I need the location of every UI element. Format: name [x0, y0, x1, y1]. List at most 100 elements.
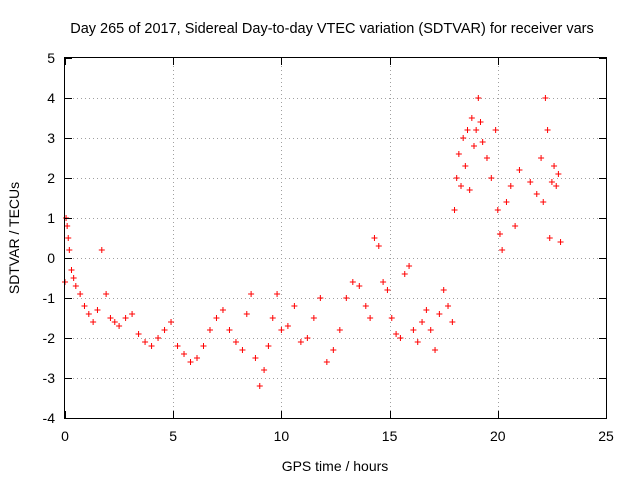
data-point — [68, 267, 75, 273]
data-point — [122, 315, 129, 321]
data-point — [72, 283, 79, 289]
data-point — [256, 383, 263, 389]
grid-layer — [65, 58, 606, 418]
y-tick-label: 2 — [47, 170, 55, 186]
data-point — [548, 179, 555, 185]
data-point — [388, 315, 395, 321]
x-tick-label: 5 — [169, 428, 177, 444]
data-point — [219, 307, 226, 313]
x-tick-labels: 0 5 10 15 20 25 — [61, 428, 614, 444]
data-point — [94, 307, 101, 313]
data-point — [356, 283, 363, 289]
marks-layer — [62, 95, 564, 389]
data-point — [544, 127, 551, 133]
data-point — [64, 223, 71, 229]
y-tick-label: 5 — [47, 50, 55, 66]
data-point — [116, 323, 123, 329]
x-tick-label: 10 — [274, 428, 290, 444]
data-point — [455, 151, 462, 157]
data-point — [148, 343, 155, 349]
data-point — [77, 291, 84, 297]
y-tick-label: -1 — [43, 290, 56, 306]
data-point — [419, 319, 426, 325]
data-point — [248, 291, 255, 297]
data-point — [458, 183, 465, 189]
data-point — [479, 139, 486, 145]
data-point — [304, 335, 311, 341]
data-point — [142, 339, 149, 345]
data-point — [239, 347, 246, 353]
data-point — [65, 235, 72, 241]
y-tick-label: 4 — [47, 90, 55, 106]
data-point — [135, 331, 142, 337]
y-tick-label: -3 — [43, 370, 56, 386]
data-point — [460, 135, 467, 141]
data-point — [496, 231, 503, 237]
data-point — [406, 263, 413, 269]
data-point — [181, 351, 188, 357]
data-point — [488, 175, 495, 181]
data-point — [187, 359, 194, 365]
data-point — [206, 327, 213, 333]
data-point — [451, 207, 458, 213]
data-point — [98, 247, 105, 253]
x-tick-label: 0 — [61, 428, 69, 444]
data-point — [516, 167, 523, 173]
data-point — [168, 319, 175, 325]
data-point — [384, 287, 391, 293]
data-point — [200, 343, 207, 349]
x-tick-label: 25 — [598, 428, 614, 444]
data-point — [423, 307, 430, 313]
data-point — [107, 315, 114, 321]
y-tick-label: -4 — [43, 410, 56, 426]
data-point — [557, 239, 564, 245]
plot-frame — [64, 57, 607, 419]
data-point — [103, 291, 110, 297]
data-point — [85, 311, 92, 317]
data-point — [551, 163, 558, 169]
data-point — [462, 163, 469, 169]
data-point — [323, 359, 330, 365]
data-point — [310, 315, 317, 321]
data-point — [427, 327, 434, 333]
y-tick-label: -2 — [43, 330, 56, 346]
data-point — [464, 127, 471, 133]
data-point — [265, 343, 272, 349]
data-point — [401, 271, 408, 277]
data-point — [371, 235, 378, 241]
data-point — [477, 119, 484, 125]
y-tick-labels: -4 -3 -2 -1 0 1 2 3 4 5 — [43, 50, 56, 426]
data-point — [410, 327, 417, 333]
data-point — [538, 155, 545, 161]
data-point — [129, 311, 136, 317]
data-point — [499, 247, 506, 253]
data-point — [440, 287, 447, 293]
data-point — [540, 199, 547, 205]
data-point — [349, 279, 356, 285]
data-point — [445, 303, 452, 309]
data-point — [470, 143, 477, 149]
data-point — [533, 191, 540, 197]
data-point — [449, 319, 456, 325]
data-point — [70, 275, 77, 281]
data-point — [111, 319, 118, 325]
data-point — [503, 199, 510, 205]
data-point — [475, 95, 482, 101]
data-point — [66, 247, 73, 253]
data-point — [297, 339, 304, 345]
x-tick-label: 15 — [382, 428, 398, 444]
data-point — [261, 367, 268, 373]
data-point — [252, 355, 259, 361]
data-point — [553, 183, 560, 189]
data-point — [507, 183, 514, 189]
data-point — [317, 295, 324, 301]
data-point — [226, 327, 233, 333]
y-axis-label: SDTVAR / TECUs — [6, 182, 22, 294]
data-point — [380, 279, 387, 285]
data-point — [483, 155, 490, 161]
y-tick-label: 1 — [47, 210, 55, 226]
data-point — [468, 115, 475, 121]
data-point — [397, 335, 404, 341]
x-tick-label: 20 — [490, 428, 506, 444]
